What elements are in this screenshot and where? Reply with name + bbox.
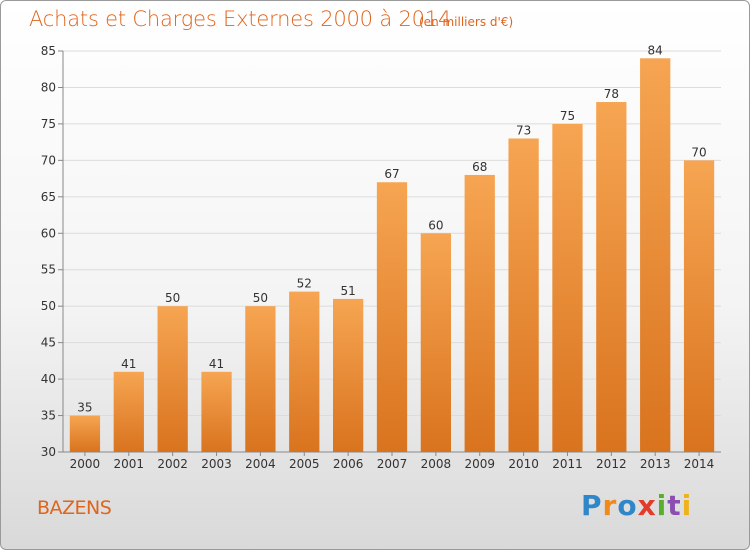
value-label-2007: 67: [384, 167, 399, 181]
y-tick-label: 35: [41, 409, 56, 423]
logo-letter: t: [667, 489, 682, 522]
x-tick-label-2003: 2003: [201, 457, 232, 471]
bar-2006: [332, 298, 364, 452]
bar-2010: [508, 138, 539, 452]
x-tick-label-2000: 2000: [70, 457, 101, 471]
bar-2014: [683, 160, 715, 452]
x-tick-label-2005: 2005: [289, 457, 320, 471]
y-tick-label: 50: [41, 299, 56, 313]
bar-2005: [289, 291, 320, 452]
bar-2004: [245, 306, 276, 452]
value-label-2013: 84: [648, 43, 663, 57]
bar-2003: [201, 371, 232, 452]
logo-letter: i: [681, 489, 693, 522]
bar-2007: [376, 182, 408, 452]
y-tick-label: 55: [41, 263, 56, 277]
y-tick-label: 85: [41, 44, 56, 58]
value-label-2005: 52: [297, 277, 312, 291]
value-label-2009: 68: [472, 160, 487, 174]
value-label-2014: 70: [691, 145, 706, 159]
x-tick-label-2013: 2013: [640, 457, 671, 471]
value-label-2004: 50: [253, 291, 268, 305]
value-label-2003: 41: [209, 357, 224, 371]
y-tick-label: 70: [41, 153, 56, 167]
x-tick-label-2002: 2002: [157, 457, 188, 471]
value-label-2010: 73: [516, 123, 531, 137]
bar-2008: [420, 233, 452, 452]
value-label-2008: 60: [428, 218, 443, 232]
x-tick-label-2011: 2011: [552, 457, 583, 471]
x-tick-label-2012: 2012: [596, 457, 627, 471]
y-tick-label: 30: [41, 445, 56, 459]
x-tick-label-2010: 2010: [508, 457, 539, 471]
y-tick-label: 75: [41, 117, 56, 131]
bar-2001: [113, 371, 144, 452]
bar-2009: [464, 174, 495, 453]
bar-2000: [69, 415, 101, 452]
value-label-2001: 41: [121, 357, 136, 371]
x-tick-label-2009: 2009: [464, 457, 495, 471]
logo-letter: i: [656, 489, 668, 522]
y-tick-label: 80: [41, 80, 56, 94]
chart-title: Achats et Charges Externes 2000 à 2014: [29, 7, 452, 31]
value-label-2000: 35: [77, 401, 92, 415]
x-tick-label-2008: 2008: [421, 457, 452, 471]
y-tick-label: 40: [41, 372, 56, 386]
value-label-2006: 51: [340, 284, 355, 298]
y-tick-label: 45: [41, 336, 56, 350]
logo-letter: r: [602, 489, 618, 522]
x-tick-label-2007: 2007: [377, 457, 408, 471]
y-tick-label: 65: [41, 190, 56, 204]
value-label-2011: 75: [560, 109, 575, 123]
bar-2013: [640, 58, 671, 453]
logo-letter: o: [617, 489, 638, 522]
x-tick-label-2014: 2014: [684, 457, 715, 471]
chart-subtitle: (en milliers d'€): [419, 15, 514, 29]
bar-2012: [596, 102, 627, 452]
logo-letter: P: [581, 489, 603, 522]
value-label-2012: 78: [604, 87, 619, 101]
commune-name: BAZENS: [37, 497, 112, 519]
bar-2002: [157, 306, 188, 452]
x-tick-label-2006: 2006: [333, 457, 364, 471]
bar-2011: [552, 123, 583, 452]
logo-letter: x: [637, 489, 657, 522]
x-tick-label-2004: 2004: [245, 457, 276, 471]
value-label-2002: 50: [165, 291, 180, 305]
x-tick-label-2001: 2001: [114, 457, 145, 471]
proxiti-logo[interactable]: Proxiti: [581, 489, 692, 522]
y-tick-label: 60: [41, 226, 56, 240]
